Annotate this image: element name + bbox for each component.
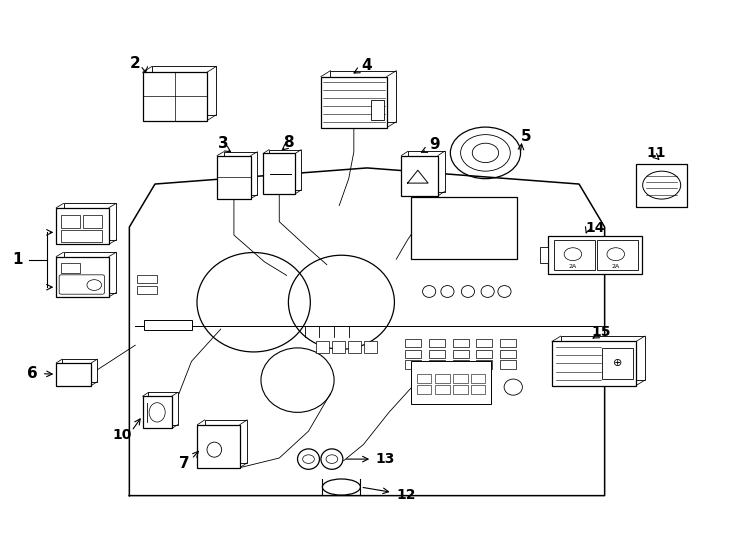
FancyBboxPatch shape (470, 385, 485, 394)
FancyBboxPatch shape (405, 349, 421, 358)
FancyBboxPatch shape (429, 349, 445, 358)
FancyBboxPatch shape (454, 385, 468, 394)
FancyBboxPatch shape (429, 339, 445, 347)
FancyBboxPatch shape (57, 208, 109, 244)
FancyBboxPatch shape (217, 156, 251, 199)
FancyBboxPatch shape (83, 215, 102, 228)
FancyBboxPatch shape (57, 256, 109, 297)
FancyBboxPatch shape (411, 361, 491, 404)
FancyBboxPatch shape (137, 286, 157, 294)
FancyBboxPatch shape (57, 363, 91, 386)
FancyBboxPatch shape (316, 341, 329, 353)
FancyBboxPatch shape (330, 71, 396, 122)
Text: 2A: 2A (611, 264, 619, 269)
FancyBboxPatch shape (401, 156, 438, 196)
Text: 11: 11 (647, 146, 666, 160)
FancyBboxPatch shape (597, 240, 638, 270)
FancyBboxPatch shape (144, 321, 192, 330)
FancyBboxPatch shape (603, 348, 633, 379)
FancyBboxPatch shape (137, 275, 157, 284)
Text: 6: 6 (26, 366, 37, 381)
FancyBboxPatch shape (408, 151, 445, 192)
FancyBboxPatch shape (548, 235, 642, 274)
FancyBboxPatch shape (417, 385, 432, 394)
FancyBboxPatch shape (152, 66, 217, 114)
FancyBboxPatch shape (435, 385, 450, 394)
FancyBboxPatch shape (264, 153, 295, 194)
FancyBboxPatch shape (554, 240, 595, 270)
FancyBboxPatch shape (332, 341, 345, 353)
FancyBboxPatch shape (59, 275, 104, 294)
Text: 8: 8 (283, 134, 294, 150)
FancyBboxPatch shape (476, 349, 493, 358)
Text: 12: 12 (396, 488, 415, 502)
FancyBboxPatch shape (453, 360, 468, 369)
FancyBboxPatch shape (364, 341, 377, 353)
FancyBboxPatch shape (148, 393, 178, 425)
Text: 13: 13 (376, 452, 395, 466)
FancyBboxPatch shape (476, 339, 493, 347)
FancyBboxPatch shape (142, 72, 207, 120)
FancyBboxPatch shape (453, 339, 468, 347)
Text: 2: 2 (130, 56, 141, 71)
FancyBboxPatch shape (539, 247, 548, 262)
Text: 10: 10 (112, 428, 131, 442)
FancyBboxPatch shape (64, 252, 116, 293)
FancyBboxPatch shape (62, 359, 97, 382)
FancyBboxPatch shape (417, 374, 432, 383)
FancyBboxPatch shape (470, 374, 485, 383)
FancyBboxPatch shape (453, 349, 468, 358)
Text: 7: 7 (179, 456, 189, 471)
FancyBboxPatch shape (429, 360, 445, 369)
FancyBboxPatch shape (500, 339, 516, 347)
FancyBboxPatch shape (411, 198, 517, 259)
FancyBboxPatch shape (405, 360, 421, 369)
FancyBboxPatch shape (142, 396, 172, 428)
Text: 1: 1 (12, 252, 23, 267)
FancyBboxPatch shape (636, 164, 687, 207)
Text: 4: 4 (362, 58, 372, 73)
FancyBboxPatch shape (197, 425, 240, 468)
FancyBboxPatch shape (561, 336, 645, 380)
Text: 2A: 2A (569, 264, 577, 269)
FancyBboxPatch shape (435, 374, 450, 383)
FancyBboxPatch shape (500, 360, 516, 369)
FancyBboxPatch shape (64, 204, 116, 240)
FancyBboxPatch shape (476, 360, 493, 369)
Text: 14: 14 (586, 221, 605, 235)
FancyBboxPatch shape (224, 152, 258, 195)
FancyBboxPatch shape (62, 230, 102, 241)
Text: 3: 3 (218, 136, 228, 151)
FancyBboxPatch shape (62, 215, 80, 228)
Text: 9: 9 (429, 137, 440, 152)
FancyBboxPatch shape (269, 150, 301, 190)
FancyBboxPatch shape (62, 263, 80, 273)
FancyBboxPatch shape (321, 77, 387, 127)
FancyBboxPatch shape (205, 420, 247, 463)
Text: 5: 5 (521, 129, 531, 144)
FancyBboxPatch shape (552, 341, 636, 386)
FancyBboxPatch shape (348, 341, 361, 353)
Text: 15: 15 (592, 325, 611, 339)
Text: ⊕: ⊕ (613, 357, 622, 368)
FancyBboxPatch shape (454, 374, 468, 383)
FancyBboxPatch shape (371, 100, 384, 119)
FancyBboxPatch shape (405, 339, 421, 347)
FancyBboxPatch shape (500, 349, 516, 358)
